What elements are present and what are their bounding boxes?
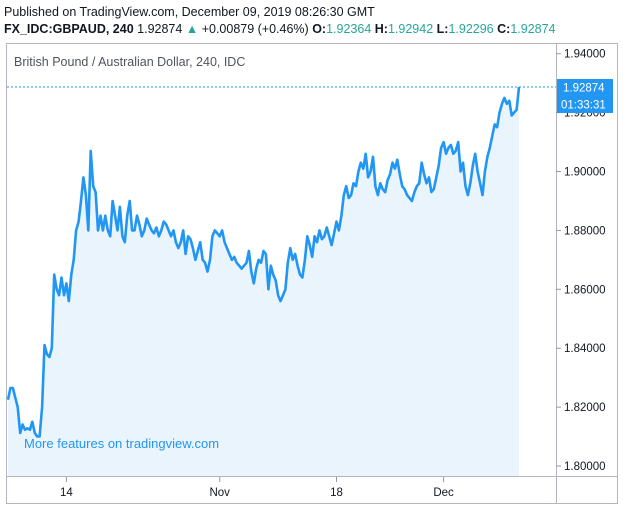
last-price-badge-label: 1.92874 [563, 82, 605, 94]
y-tick-label: 1.94000 [564, 49, 606, 61]
symbol-label: FX_IDC:GBPAUD, 240 [4, 22, 134, 36]
chart-frame [6, 43, 618, 504]
countdown-badge [557, 95, 613, 113]
last-price-badge [557, 78, 613, 96]
high-value: 1.92942 [387, 22, 434, 36]
ohlc-legend: FX_IDC:GBPAUD, 240 1.92874 ▲ +0.00879 (+… [4, 22, 556, 36]
low-value: 1.92296 [448, 22, 494, 36]
x-tick-label: Nov [209, 487, 230, 499]
y-tick-label: 1.80000 [564, 461, 606, 473]
y-tick-label: 1.82000 [564, 402, 606, 414]
change-arrow-icon: ▲ [185, 22, 199, 36]
close-value: 1.92874 [510, 22, 556, 36]
countdown-label: 01:33:31 [561, 99, 606, 111]
y-tick-label: 1.84000 [564, 343, 606, 355]
change-value: +0.00879 (+0.46%) [201, 22, 309, 36]
close-label: C: [497, 22, 511, 36]
y-tick-label: 1.90000 [564, 167, 606, 179]
published-line: Published on TradingView.com, December 0… [4, 5, 375, 19]
open-value: 1.92364 [326, 22, 372, 36]
x-tick-label: 14 [60, 487, 73, 499]
y-tick-label: 1.88000 [564, 225, 606, 237]
last-price: 1.92874 [137, 22, 183, 36]
x-tick-label: Dec [433, 487, 454, 499]
y-tick-label: 1.86000 [564, 284, 606, 296]
low-label: L: [436, 22, 449, 36]
chart-title: British Pound / Australian Dollar, 240, … [14, 55, 245, 69]
watermark-link[interactable]: More features on tradingview.com [24, 436, 219, 451]
price-series-line [6, 86, 521, 438]
price-area-fill [8, 87, 519, 476]
x-tick-label: 18 [330, 487, 343, 499]
high-label: H: [374, 22, 388, 36]
open-label: O: [312, 22, 327, 36]
